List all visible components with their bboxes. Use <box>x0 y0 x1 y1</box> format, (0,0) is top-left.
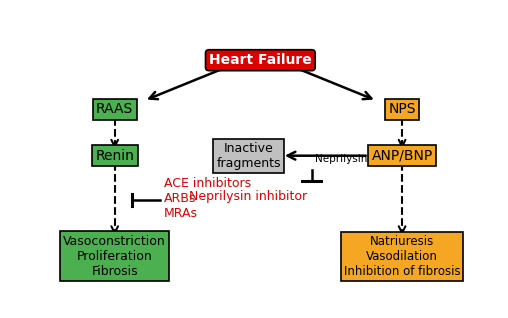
Text: Heart Failure: Heart Failure <box>209 53 312 67</box>
Text: ACE inhibitors
ARBs
MRAs: ACE inhibitors ARBs MRAs <box>164 177 251 220</box>
Text: NPS: NPS <box>388 102 416 116</box>
Text: Neprilysin inhibitor: Neprilysin inhibitor <box>189 190 308 203</box>
Text: Renin: Renin <box>95 149 134 163</box>
Text: Neprilysin: Neprilysin <box>315 154 368 164</box>
Text: Vasoconstriction
Proliferation
Fibrosis: Vasoconstriction Proliferation Fibrosis <box>64 235 166 278</box>
Text: RAAS: RAAS <box>96 102 133 116</box>
Text: Natriuresis
Vasodilation
Inhibition of fibrosis: Natriuresis Vasodilation Inhibition of f… <box>344 235 460 278</box>
Text: Inactive
fragments: Inactive fragments <box>216 142 281 170</box>
Text: ANP/BNP: ANP/BNP <box>371 149 433 163</box>
